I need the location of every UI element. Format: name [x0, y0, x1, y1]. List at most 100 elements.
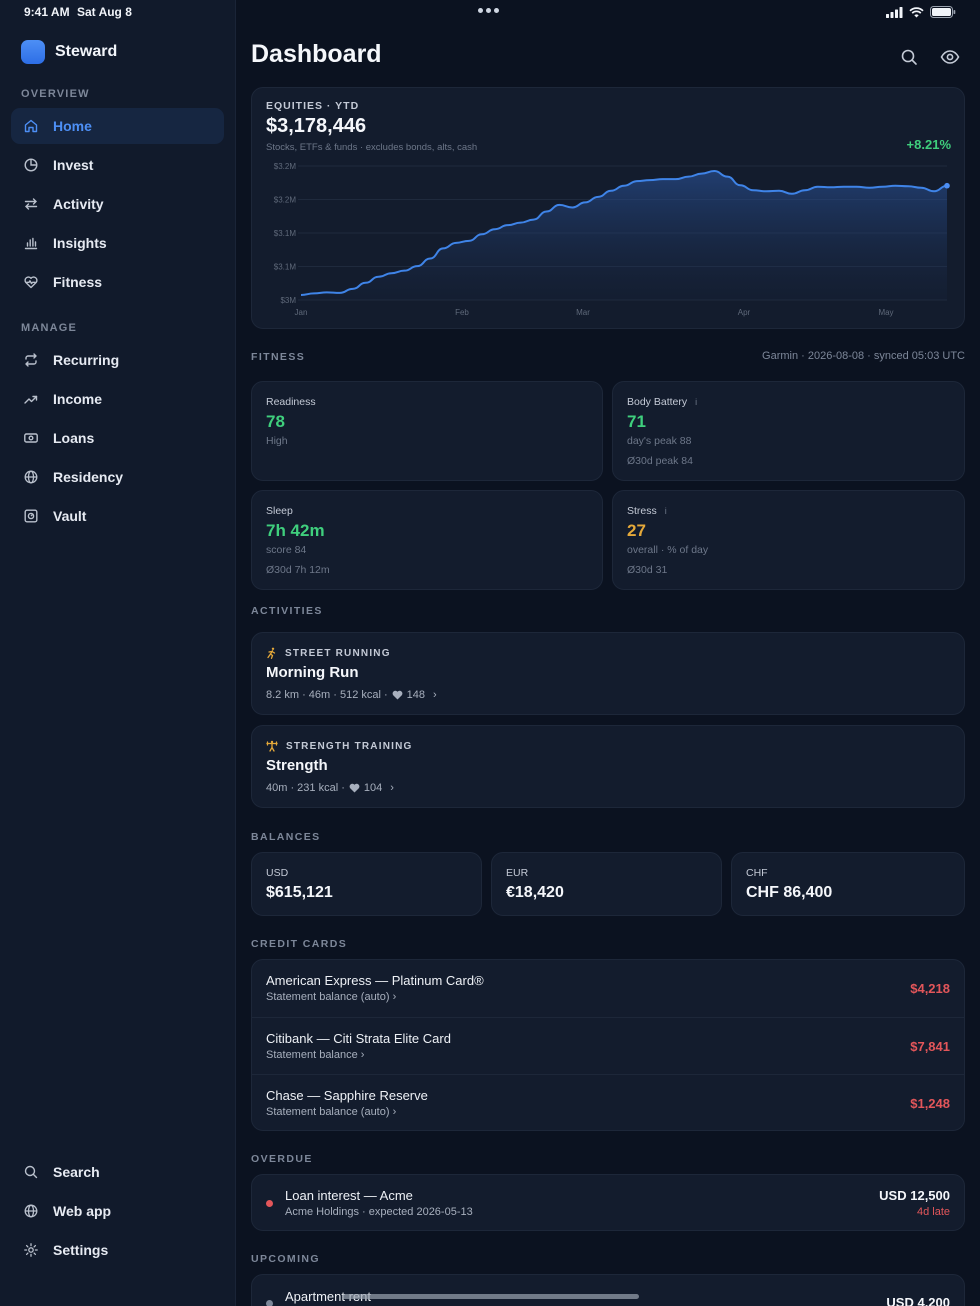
search-icon[interactable] — [899, 47, 919, 67]
multitasking-dots-icon[interactable] — [478, 8, 499, 13]
credit-card-amount: $7,841 — [910, 1039, 950, 1054]
sidebar-item-vault[interactable]: Vault — [11, 498, 224, 534]
sidebar-item-label: Vault — [53, 508, 87, 524]
status-time: 9:41 AM — [24, 5, 70, 19]
sidebar-item-insights[interactable]: Insights — [11, 225, 224, 261]
y-tick-label: $3.2M — [274, 162, 297, 171]
sidebar-item-label: Loans — [53, 430, 95, 446]
arrows-swap-icon — [23, 196, 39, 212]
balance-card-usd[interactable]: USD $615,121 — [251, 852, 482, 916]
chart-series-line — [300, 170, 948, 296]
credit-card-row[interactable]: American Express — Platinum Card® Statem… — [252, 960, 964, 1017]
sidebar-item-search[interactable]: Search — [11, 1154, 224, 1190]
credit-cards-list: American Express — Platinum Card® Statem… — [251, 959, 965, 1131]
credit-card-sub: Statement balance › — [266, 1049, 365, 1061]
heart-icon — [392, 690, 403, 700]
sidebar-item-label: Fitness — [53, 274, 103, 290]
equities-label: EQUITIES · YTD — [266, 100, 360, 112]
sidebar-item-fitness[interactable]: Fitness — [11, 264, 224, 300]
body-battery-card[interactable]: Body Battery i 71 day's peak 88 Ø30d peak… — [612, 381, 965, 481]
brand-name: Steward — [55, 43, 118, 60]
sidebar-item-settings[interactable]: Settings — [11, 1232, 224, 1268]
body-battery-label: Body Battery i — [627, 396, 698, 408]
x-tick-label: Mar — [576, 308, 590, 317]
sidebar-item-activity[interactable]: Activity — [11, 186, 224, 222]
credit-card-row[interactable]: Citibank — Citi Strata Elite Card Statem… — [252, 1017, 964, 1074]
stress-sub2: Ø30d 31 — [627, 564, 668, 576]
credit-card-amount: $4,218 — [910, 981, 950, 996]
body-battery-sub2: Ø30d peak 84 — [627, 455, 693, 467]
balance-value: CHF 86,400 — [746, 884, 833, 901]
info-icon[interactable]: i — [664, 506, 667, 516]
heart-icon — [349, 783, 360, 793]
balance-currency: USD — [266, 867, 289, 879]
gear-icon — [23, 1242, 39, 1258]
y-tick-label: $3.1M — [274, 263, 297, 272]
bar-chart-icon — [23, 235, 39, 251]
sidebar-item-label: Invest — [53, 157, 94, 173]
activity-title: Morning Run — [266, 664, 359, 681]
sidebar-item-residency[interactable]: Residency — [11, 459, 224, 495]
equities-chart[interactable]: $3.2M $3.2M $3.1M $3.1M $3M Jan Feb Mar Apr May — [252, 88, 966, 330]
sidebar: Steward OVERVIEW Home Invest Activity In… — [0, 0, 236, 1306]
home-indicator[interactable] — [342, 1294, 639, 1299]
section-label-manage: MANAGE — [21, 322, 78, 334]
status-bar: 9:41 AM Sat Aug 8 — [0, 0, 980, 24]
equities-value: $3,178,446 — [266, 115, 367, 137]
y-tick-label: $3M — [280, 296, 296, 305]
sidebar-item-loans[interactable]: Loans — [11, 420, 224, 456]
status-date: Sat Aug 8 — [77, 5, 132, 19]
credit-card-row[interactable]: Chase — Sapphire Reserve Statement balan… — [252, 1074, 964, 1131]
equities-card[interactable]: EQUITIES · YTD $3,178,446 Stocks, ETFs &… — [251, 87, 965, 329]
sleep-value: 7h 42m — [266, 521, 325, 540]
upcoming-amount: USD 4,200 — [886, 1295, 950, 1306]
activity-card-morning-run[interactable]: STREET RUNNING Morning Run 8.2 km · 46m … — [251, 632, 965, 715]
sidebar-item-web-app[interactable]: Web app — [11, 1193, 224, 1229]
sidebar-item-recurring[interactable]: Recurring — [11, 342, 224, 378]
eye-icon[interactable] — [940, 47, 960, 67]
overdue-dot-icon — [266, 1200, 273, 1207]
upcoming-item[interactable]: Apartment rent USD 4,200 — [251, 1274, 965, 1306]
sidebar-item-home[interactable]: Home — [11, 108, 224, 144]
globe-icon — [23, 1203, 39, 1219]
stress-card[interactable]: Stress i 27 overall · % of day Ø30d 31 — [612, 490, 965, 590]
body-battery-value: 71 — [627, 412, 646, 431]
activity-meta: 8.2 km · 46m · 512 kcal · 148 › — [266, 689, 437, 701]
balance-card-eur[interactable]: EUR €18,420 — [491, 852, 722, 916]
readiness-card[interactable]: Readiness 78 High — [251, 381, 603, 481]
activity-type: STRENGTH TRAINING — [266, 740, 413, 752]
sleep-card[interactable]: Sleep 7h 42m score 84 Ø30d 7h 12m — [251, 490, 603, 590]
chevron-right-icon: › — [390, 782, 394, 794]
balance-card-chf[interactable]: CHF CHF 86,400 — [731, 852, 965, 916]
main-content: Dashboard EQUITIES · YTD $3,178,446 Stoc… — [236, 0, 980, 1306]
balance-currency: EUR — [506, 867, 529, 879]
activity-card-strength[interactable]: STRENGTH TRAINING Strength 40m · 231 kca… — [251, 725, 965, 808]
trend-up-icon — [23, 391, 39, 407]
brand[interactable]: Steward — [21, 40, 117, 64]
overdue-title: Loan interest — Acme — [285, 1188, 413, 1203]
dumbbell-icon — [266, 740, 278, 752]
chart-last-point — [944, 182, 950, 189]
heart-pulse-icon — [23, 274, 39, 290]
sleep-sub2: Ø30d 7h 12m — [266, 564, 330, 576]
chevron-right-icon: › — [433, 689, 437, 701]
x-tick-label: Apr — [738, 308, 751, 317]
page-title: Dashboard — [251, 40, 382, 68]
equities-subtitle: Stocks, ETFs & funds · excludes bonds, a… — [266, 142, 478, 153]
x-tick-label: Feb — [455, 308, 469, 317]
sleep-label: Sleep — [266, 505, 293, 517]
sidebar-item-invest[interactable]: Invest — [11, 147, 224, 183]
sidebar-item-income[interactable]: Income — [11, 381, 224, 417]
info-icon[interactable]: i — [695, 397, 698, 407]
overdue-item[interactable]: Loan interest — Acme Acme Holdings · exp… — [251, 1174, 965, 1231]
battery-icon — [930, 6, 956, 18]
app-logo-icon — [21, 40, 45, 64]
readiness-label: Readiness — [266, 396, 316, 408]
repeat-icon — [23, 352, 39, 368]
overdue-section-title: OVERDUE — [251, 1153, 313, 1165]
x-tick-label: May — [878, 308, 893, 317]
fitness-sync-status: Garmin · 2026-08-08 · synced 05:03 UTC — [762, 350, 965, 362]
cellular-signal-icon — [886, 6, 903, 18]
activities-section-title: ACTIVITIES — [251, 605, 323, 617]
credit-card-name: American Express — Platinum Card® — [266, 973, 484, 988]
